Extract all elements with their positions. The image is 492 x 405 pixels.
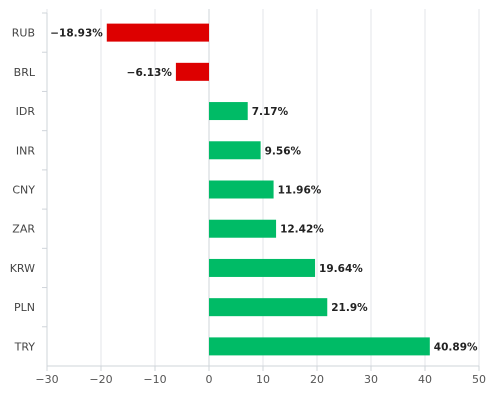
bar-try[interactable] xyxy=(209,337,430,356)
x-tick-label: 0 xyxy=(206,373,213,386)
category-labels: RUB BRL IDR INR CNY ZAR KRW PLN TRY xyxy=(10,27,36,354)
x-axis-ticks: −30 −20 −10 0 10 20 30 40 50 xyxy=(35,366,486,386)
data-label-brl: −6.13% xyxy=(127,67,173,79)
bar-inr[interactable] xyxy=(209,141,261,160)
x-tick-label: 10 xyxy=(256,373,270,386)
category-label-rub: RUB xyxy=(12,27,35,40)
data-label-try: 40.89% xyxy=(434,341,478,353)
bar-idr[interactable] xyxy=(209,102,248,121)
bar-krw[interactable] xyxy=(209,258,316,277)
data-label-inr: 9.56% xyxy=(265,145,302,157)
x-tick-label: 20 xyxy=(310,373,324,386)
bar-rub[interactable] xyxy=(106,23,209,42)
category-label-inr: INR xyxy=(16,144,35,157)
x-tick-label: 30 xyxy=(364,373,378,386)
category-label-try: TRY xyxy=(14,340,36,353)
data-labels: −18.93% −6.13% 7.17% 9.56% 11.96% 12.42% 19.64… xyxy=(50,28,478,354)
data-label-idr: 7.17% xyxy=(252,106,289,118)
data-label-cny: 11.96% xyxy=(278,185,322,197)
x-tick-label: 40 xyxy=(418,373,432,386)
category-label-idr: IDR xyxy=(16,105,36,118)
x-tick-label: −10 xyxy=(143,373,166,386)
x-tick-label: −30 xyxy=(35,373,58,386)
data-label-pln: 21.9% xyxy=(331,302,368,314)
category-label-pln: PLN xyxy=(14,301,35,314)
category-label-zar: ZAR xyxy=(12,223,35,236)
x-tick-label: −20 xyxy=(89,373,112,386)
bars xyxy=(106,23,430,356)
bar-zar[interactable] xyxy=(209,219,277,238)
bar-pln[interactable] xyxy=(209,298,328,317)
x-tick-label: 50 xyxy=(472,373,486,386)
category-label-brl: BRL xyxy=(14,66,36,79)
data-label-zar: 12.42% xyxy=(280,224,324,236)
bar-cny[interactable] xyxy=(209,180,274,199)
data-label-rub: −18.93% xyxy=(50,28,103,40)
category-label-krw: KRW xyxy=(10,262,35,275)
data-label-krw: 19.64% xyxy=(319,263,363,275)
bar-brl[interactable] xyxy=(175,62,209,81)
category-label-cny: CNY xyxy=(12,184,35,197)
